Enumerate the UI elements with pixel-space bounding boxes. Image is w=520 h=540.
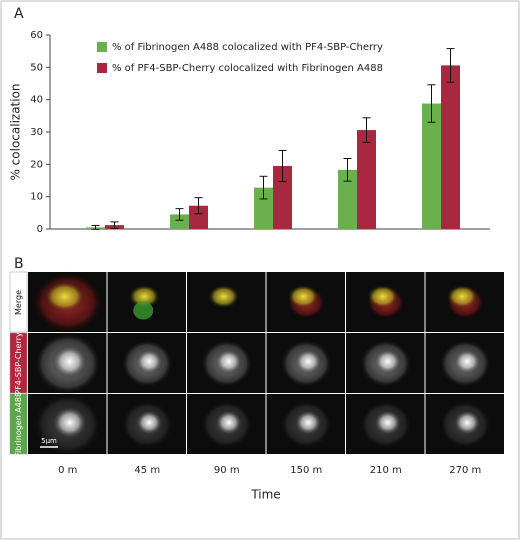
time-label: 45 m xyxy=(134,465,160,476)
row-label-bg xyxy=(9,332,28,394)
row-label: Fibrinogen A488 xyxy=(14,392,23,457)
cell-bright xyxy=(294,348,323,375)
cell-bright xyxy=(214,348,243,375)
y-tick-label: 20 xyxy=(30,159,43,170)
error-bar xyxy=(362,117,371,143)
legend-swatch xyxy=(97,63,107,73)
bar xyxy=(422,103,441,229)
cell-yellow xyxy=(446,284,479,309)
cell-yellow xyxy=(287,284,320,309)
y-axis-label: % colocalization xyxy=(9,83,23,180)
cell-bright xyxy=(294,409,323,436)
bar xyxy=(170,214,189,229)
cell-bright xyxy=(214,409,243,436)
time-label: 90 m xyxy=(214,465,240,476)
legend-swatch xyxy=(97,42,107,52)
row-label-bg xyxy=(9,271,28,333)
bar xyxy=(441,65,460,229)
cell-yellow xyxy=(366,284,399,309)
cell-yellow xyxy=(207,284,240,309)
time-label: 150 m xyxy=(290,465,322,476)
legend-label: % of Fibrinogen A488 colocalized with PF… xyxy=(112,42,383,53)
cell-bright xyxy=(373,348,402,375)
error-bar xyxy=(91,224,100,230)
y-tick-label: 60 xyxy=(30,30,43,41)
error-bar xyxy=(110,221,119,229)
cell-bright xyxy=(135,348,164,375)
cell-bright xyxy=(135,409,164,436)
error-bar xyxy=(278,149,287,182)
error-bar xyxy=(427,84,436,123)
bar xyxy=(273,165,292,229)
y-tick-label: 0 xyxy=(37,224,43,235)
error-bar xyxy=(343,158,352,182)
bar xyxy=(357,130,376,229)
y-tick-label: 40 xyxy=(30,95,43,106)
time-label: 0 m xyxy=(58,465,77,476)
time-label: 210 m xyxy=(370,465,402,476)
error-bar xyxy=(259,175,268,200)
bar xyxy=(338,169,357,229)
error-bar xyxy=(175,208,184,221)
row-label: Merge xyxy=(14,290,23,315)
panel-label: A xyxy=(14,6,24,22)
error-bar xyxy=(194,197,203,215)
row-label: PF4-SBP-Cherry xyxy=(14,332,23,395)
cell-yellow xyxy=(128,284,161,309)
y-tick-label: 50 xyxy=(30,62,43,73)
panel-label: B xyxy=(14,256,24,272)
y-tick-label: 10 xyxy=(30,192,43,203)
y-tick-label: 30 xyxy=(30,127,43,138)
cell-yellow xyxy=(43,280,86,313)
cell-bright xyxy=(453,409,482,436)
scale-bar-label: 5μm xyxy=(41,437,57,445)
cell-green xyxy=(133,301,154,320)
cell-bright xyxy=(51,344,88,379)
bar xyxy=(189,205,208,229)
row-label-bg xyxy=(9,393,28,455)
bar xyxy=(254,187,273,229)
legend-label: % of PF4-SBP-Cherry colocalized with Fib… xyxy=(112,63,383,74)
error-bar xyxy=(446,48,455,83)
cell-bright xyxy=(453,348,482,375)
x-axis-label: Time xyxy=(250,488,280,502)
time-label: 270 m xyxy=(449,465,481,476)
cell-bright xyxy=(51,405,88,440)
cell-bright xyxy=(373,409,402,436)
